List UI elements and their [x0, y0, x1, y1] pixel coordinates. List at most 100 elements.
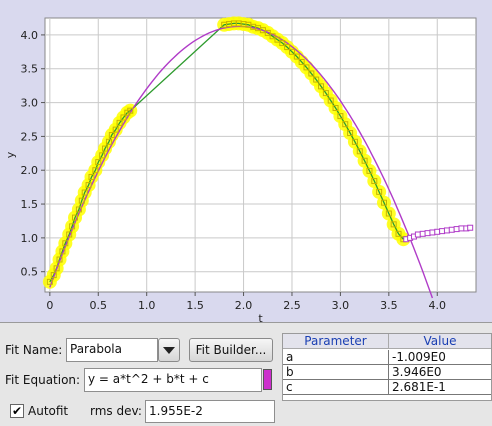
data-point[interactable]: [85, 182, 92, 189]
unselected-point[interactable]: [414, 231, 421, 238]
parameter-value-b[interactable]: 3.946E0: [389, 365, 491, 380]
data-point[interactable]: [347, 130, 354, 137]
data-point[interactable]: [69, 223, 76, 230]
data-point[interactable]: [120, 114, 127, 121]
parameter-value-a[interactable]: -1.009E0: [389, 350, 491, 365]
data-point[interactable]: [56, 256, 63, 263]
rms-dev-label: rms dev:: [90, 404, 142, 418]
unselected-point[interactable]: [429, 229, 436, 236]
data-point[interactable]: [356, 148, 363, 155]
y-tick-label: 0.5: [21, 266, 39, 279]
plot-area[interactable]: 0 0.5 1.0 1.5 2.0 2.5 3.0 3.5 4.0 0.5 1.0 1.5 2.0 2.5…: [0, 0, 492, 322]
data-point[interactable]: [279, 40, 286, 47]
data-point[interactable]: [298, 58, 305, 65]
unselected-point[interactable]: [419, 230, 426, 237]
data-point[interactable]: [313, 76, 320, 83]
data-point[interactable]: [99, 152, 106, 159]
data-point[interactable]: [75, 206, 82, 213]
fit-color-swatch[interactable]: [263, 369, 272, 390]
fit-name-select[interactable]: Parabola: [66, 338, 158, 362]
data-point[interactable]: [108, 132, 115, 139]
data-point[interactable]: [78, 197, 85, 204]
rms-dev-value: 1.955E-2: [149, 404, 203, 418]
data-point[interactable]: [337, 113, 344, 120]
data-point[interactable]: [92, 167, 99, 174]
data-point[interactable]: [308, 70, 315, 77]
data-point[interactable]: [395, 230, 402, 237]
data-point[interactable]: [390, 221, 397, 228]
rms-dev-field: 1.955E-2: [145, 400, 275, 423]
data-point[interactable]: [332, 104, 339, 111]
data-point[interactable]: [112, 126, 119, 133]
y-tick-label: 3.0: [21, 97, 39, 110]
data-point[interactable]: [102, 145, 109, 152]
data-point[interactable]: [293, 53, 300, 60]
x-tick-label: 0.5: [90, 299, 108, 312]
parameter-name-a[interactable]: a: [283, 350, 389, 365]
data-point[interactable]: [127, 107, 134, 114]
data-point[interactable]: [376, 188, 383, 195]
data-point[interactable]: [351, 138, 358, 145]
autofit-checkbox[interactable]: ✔: [10, 404, 24, 418]
data-point[interactable]: [342, 121, 349, 128]
data-point[interactable]: [366, 167, 373, 174]
data-point[interactable]: [116, 119, 123, 126]
unselected-point[interactable]: [443, 227, 450, 234]
value-column-header[interactable]: Value: [389, 334, 491, 349]
fit-builder-button[interactable]: Fit Builder...: [189, 338, 273, 362]
data-point[interactable]: [303, 64, 310, 71]
data-point[interactable]: [380, 199, 387, 206]
fit-equation-input[interactable]: y = a*t^2 + b*t + c: [84, 368, 262, 392]
y-tick-label: 2.0: [21, 164, 39, 177]
y-tick-label: 4.0: [21, 29, 39, 42]
unselected-point[interactable]: [453, 226, 460, 233]
parameter-name-c[interactable]: c: [283, 380, 389, 395]
x-tick-label: 4.0: [429, 299, 447, 312]
data-point[interactable]: [318, 83, 325, 90]
data-point[interactable]: [95, 159, 102, 166]
unselected-point[interactable]: [458, 225, 465, 232]
data-point[interactable]: [81, 189, 88, 196]
data-point[interactable]: [88, 173, 95, 180]
fit-equation-label: Fit Equation:: [5, 373, 81, 387]
chevron-down-icon: [163, 347, 175, 354]
fit-name-label: Fit Name:: [5, 343, 63, 357]
unselected-point[interactable]: [434, 228, 441, 235]
data-point[interactable]: [72, 214, 79, 221]
data-point[interactable]: [53, 265, 60, 272]
data-point[interactable]: [269, 33, 276, 40]
data-point[interactable]: [50, 272, 57, 279]
y-tick-label: 1.5: [21, 198, 39, 211]
unselected-point[interactable]: [467, 224, 474, 231]
x-tick-label: 2.5: [283, 299, 301, 312]
fit-plot[interactable]: 0 0.5 1.0 1.5 2.0 2.5 3.0 3.5 4.0 0.5 1.0 1.5 2.0 2.5…: [0, 0, 492, 322]
data-point[interactable]: [59, 248, 66, 255]
data-point[interactable]: [327, 97, 334, 104]
unselected-point[interactable]: [448, 226, 455, 233]
data-point[interactable]: [46, 278, 53, 285]
data-point[interactable]: [288, 48, 295, 55]
parameter-column-header[interactable]: Parameter: [283, 334, 389, 349]
y-tick-label: 1.0: [21, 232, 39, 245]
data-point[interactable]: [66, 231, 73, 238]
unselected-point[interactable]: [424, 230, 431, 237]
checkmark-icon: ✔: [11, 404, 23, 418]
plot-background: [44, 17, 477, 293]
x-tick-label: 3.0: [332, 299, 350, 312]
data-point[interactable]: [105, 138, 112, 145]
data-point[interactable]: [371, 178, 378, 185]
unselected-point[interactable]: [439, 228, 446, 235]
fit-name-dropdown-button[interactable]: [158, 338, 180, 362]
data-point[interactable]: [264, 29, 271, 36]
parameter-value-c[interactable]: 2.681E-1: [389, 380, 491, 395]
parameter-name-b[interactable]: b: [283, 365, 389, 380]
data-point[interactable]: [361, 157, 368, 164]
parameter-table[interactable]: Parameter Value a -1.009E0 b 3.946E0 c 2…: [282, 333, 492, 401]
data-point[interactable]: [284, 44, 291, 51]
y-axis-label: y: [4, 151, 17, 158]
data-point[interactable]: [322, 90, 329, 97]
data-point[interactable]: [385, 210, 392, 217]
data-point[interactable]: [62, 240, 69, 247]
data-point[interactable]: [274, 36, 281, 43]
autofit-label: Autofit: [28, 404, 69, 418]
